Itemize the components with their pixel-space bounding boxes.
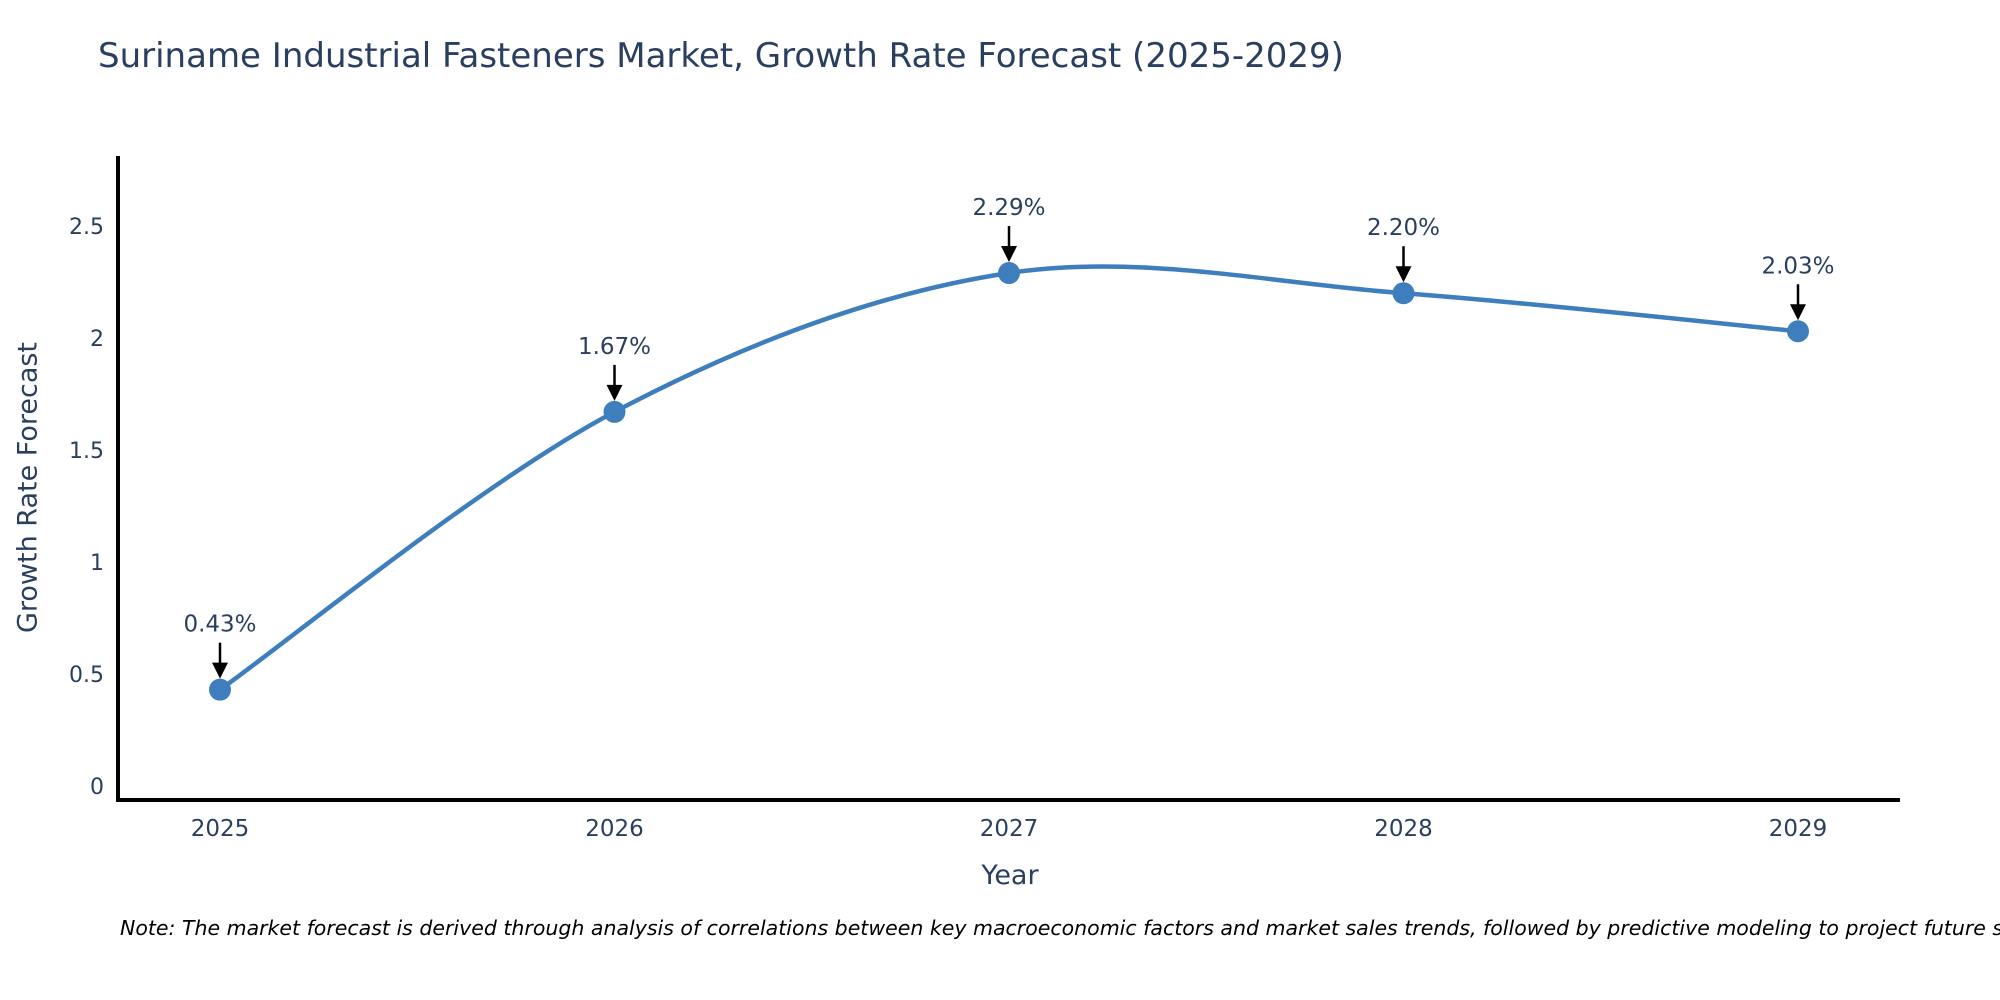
x-tick-label: 2027 <box>980 816 1039 842</box>
annotation-arrow-head <box>1395 266 1412 283</box>
x-tick-label: 2028 <box>1374 816 1433 842</box>
y-tick-label: 2.5 <box>69 215 104 240</box>
point-annotation-label: 2.03% <box>1761 253 1834 279</box>
annotation-arrow-head <box>1001 246 1017 263</box>
x-tick-label: 2029 <box>1769 816 1828 842</box>
y-tick-label: 1.5 <box>69 439 104 464</box>
point-annotation-label: 0.43% <box>183 612 256 638</box>
annotation-arrow-head <box>606 384 623 401</box>
point-annotation-label: 2.29% <box>972 195 1045 221</box>
y-tick-label: 0.5 <box>69 663 104 688</box>
data-point-marker <box>603 400 626 423</box>
data-point-marker <box>1392 282 1415 305</box>
point-annotation-label: 2.20% <box>1367 215 1440 241</box>
annotation-arrow-head <box>212 662 228 679</box>
footnote: Note: The market forecast is derived thr… <box>120 916 2000 940</box>
x-tick-label: 2025 <box>191 816 250 842</box>
y-tick-label: 0 <box>90 775 104 800</box>
y-tick-label: 2 <box>90 327 104 352</box>
annotation-arrow-head <box>1790 304 1806 321</box>
data-point-marker <box>1787 320 1809 343</box>
forecast-line <box>217 264 1801 692</box>
chart-title: Suriname Industrial Fasteners Market, Gr… <box>98 36 1344 76</box>
data-point-marker <box>998 262 1020 285</box>
point-annotation-label: 1.67% <box>578 334 651 360</box>
x-tick-label: 2026 <box>585 816 644 842</box>
y-tick-label: 1 <box>90 551 104 576</box>
data-point-marker <box>209 678 231 701</box>
x-axis-title: Year <box>981 860 1039 891</box>
